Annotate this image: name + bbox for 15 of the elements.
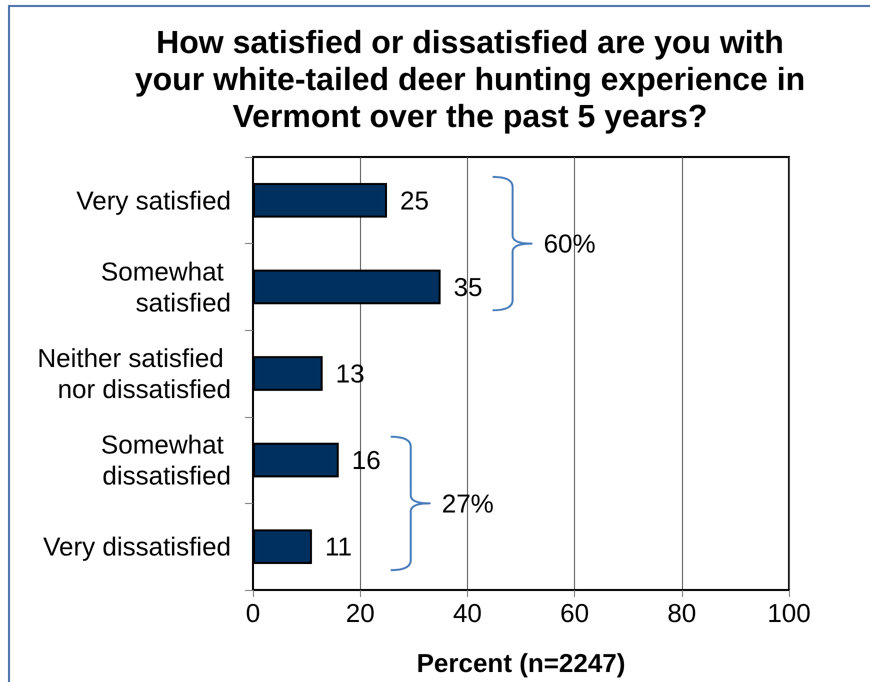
x-tick-label: 100 [767,598,811,628]
x-tick-label: 20 [346,598,375,628]
y-tick-label: Somewhat dissatisfied [100,430,231,491]
data-label: 11 [324,532,352,562]
x-axis-title: Percent (n=2247) [416,648,626,678]
x-tick-label: 0 [246,598,260,628]
x-tick-label: 80 [667,598,696,628]
y-tick-label: Very dissatisfied [43,532,231,562]
x-tick-label: 40 [452,598,482,628]
chart-title: How satisfied or dissatisfied are you with your white-tailed deer hunting experience in Vermont over the past 5 years? [134,24,806,135]
y-tick-label: Neither satisfied nor dissatisfied [37,343,231,404]
x-tick-label: 60 [560,598,590,628]
y-tick-label: Very satisfied [76,185,231,216]
y-tick-label: Somewhat satisfied [100,256,231,318]
data-label: 25 [400,185,429,216]
